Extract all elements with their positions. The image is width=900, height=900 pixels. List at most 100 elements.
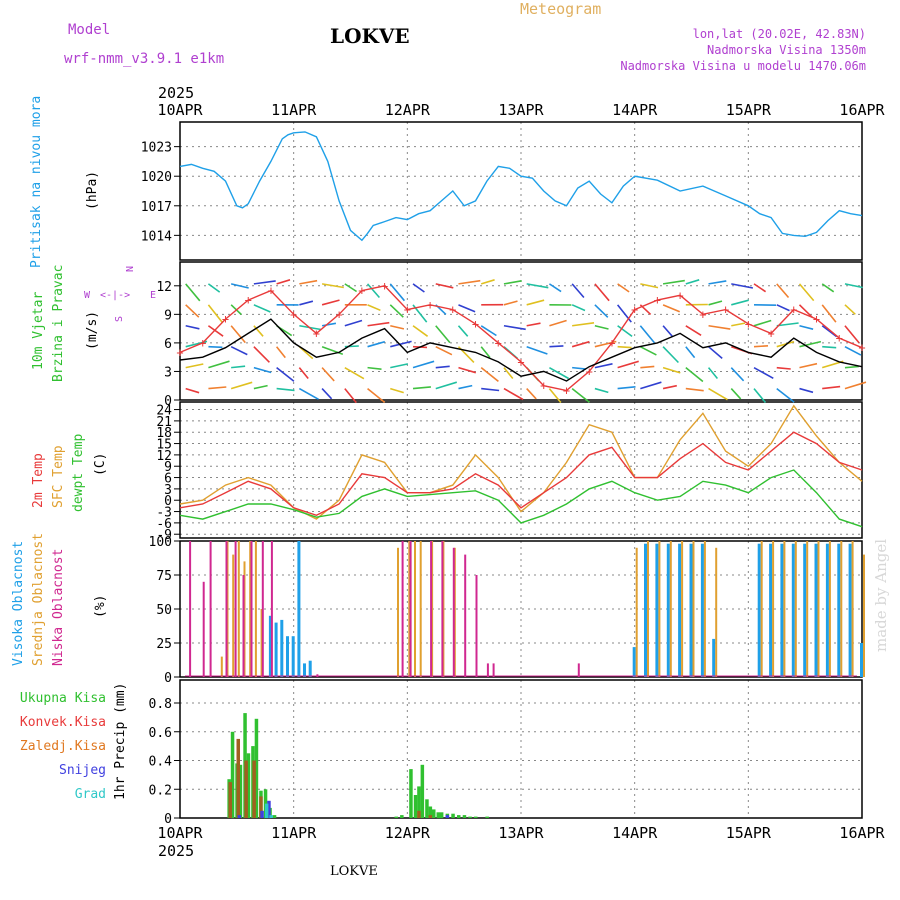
dewpt-temp-line xyxy=(179,469,863,528)
cloud-bar-high xyxy=(837,543,841,677)
precip-bar xyxy=(420,764,425,818)
y-tick-label: 3 xyxy=(164,365,172,380)
y-tick-label: 0.2 xyxy=(149,783,172,798)
wind-direction-arrow xyxy=(503,324,526,331)
precip-bar xyxy=(394,816,398,818)
precip-bar xyxy=(228,782,232,818)
model-name: wrf-nmm_v3.9.1 e1km xyxy=(64,51,224,67)
wind-direction-arrow xyxy=(594,363,613,369)
wind-direction-arrow xyxy=(822,345,837,349)
cloud-bar-low xyxy=(189,541,192,677)
precip-bar xyxy=(260,810,264,818)
wind-direction-arrow xyxy=(207,283,221,293)
wind-direction-arrow xyxy=(844,365,859,369)
wind-gust-marker: + xyxy=(267,284,274,298)
wind-direction-arrow xyxy=(207,304,223,323)
wind-direction-arrow xyxy=(526,322,541,327)
x-tick-label-bottom: 12APR xyxy=(385,824,431,842)
wind-gust-marker: + xyxy=(586,364,593,378)
y-tick-label: 1023 xyxy=(141,141,172,156)
wind-gust-marker: + xyxy=(176,345,183,359)
wind-gust-marker: + xyxy=(336,307,343,321)
cloud-bar-high xyxy=(757,543,761,677)
wind-direction-arrow xyxy=(571,304,586,312)
cloud-bar-mid xyxy=(397,547,399,677)
wind-direction-arrow xyxy=(798,304,813,318)
precip-bar xyxy=(457,815,461,818)
wind-direction-arrow xyxy=(435,381,458,390)
y-tick-label: 0 xyxy=(164,494,172,509)
cloud-bar-low xyxy=(430,541,433,677)
wind-direction-arrow xyxy=(253,304,271,313)
wind-gust-marker: + xyxy=(313,326,320,340)
altitude-label: Nadmorska Visina 1350m xyxy=(707,43,866,57)
wind-direction-arrow xyxy=(480,325,497,337)
wind-direction-arrow xyxy=(731,283,754,289)
wind-direction-arrow xyxy=(321,345,344,355)
y-tick-label: -3 xyxy=(156,506,172,521)
cloud-bar-mid xyxy=(715,547,718,677)
cloud-bar-high xyxy=(308,660,312,677)
cloud-bar-mid xyxy=(658,541,661,677)
wind-direction-arrow xyxy=(481,387,500,392)
y-tick-label: 1017 xyxy=(141,200,172,215)
wind-direction-arrow xyxy=(503,387,524,401)
wind-speed-line xyxy=(179,318,863,382)
wind-direction-arrow xyxy=(344,283,358,293)
compass-n: N xyxy=(123,266,134,272)
cloud-bar-mid xyxy=(254,541,257,677)
wind-gust-marker: + xyxy=(495,336,502,350)
wind-direction-arrow xyxy=(231,365,246,369)
cloud-bar-high xyxy=(848,543,852,677)
wind-direction-arrow xyxy=(253,366,272,374)
y-tick-label: 3 xyxy=(164,483,172,498)
wind-direction-arrow xyxy=(344,366,365,380)
y-tick-label: 21 xyxy=(156,415,172,430)
y-tick-label: 0.4 xyxy=(149,755,173,770)
wind-direction-arrow xyxy=(821,283,835,293)
cloud-ylabel-3: Niska Oblacnost xyxy=(51,549,66,666)
wind-direction-arrow xyxy=(390,387,404,394)
wind-gust-marker: + xyxy=(813,312,820,326)
cloud-bar-high xyxy=(825,543,829,677)
wind-direction-arrow xyxy=(367,304,381,312)
y-tick-label: 9 xyxy=(164,460,172,475)
wind-direction-arrow xyxy=(799,362,818,369)
precip-bar xyxy=(468,816,472,818)
temp-unit: (C) xyxy=(93,453,108,476)
wind-direction-arrow xyxy=(185,363,204,369)
cloud-bar-high xyxy=(286,636,289,677)
compass-e: E xyxy=(150,290,156,301)
wind-direction-arrow xyxy=(571,340,590,348)
wind-direction-arrow xyxy=(776,304,790,312)
wind-direction-arrow xyxy=(708,324,731,330)
wind-gust-marker: + xyxy=(222,312,229,326)
temp-ylabel-1: 2m Temp xyxy=(31,453,46,508)
wind-direction-arrow xyxy=(412,386,431,390)
wind-direction-arrow xyxy=(594,304,609,318)
x-tick-label-top: 16APR xyxy=(839,101,885,119)
wind-direction-arrow xyxy=(798,283,815,302)
y-tick-label: 0.6 xyxy=(149,726,172,741)
x-tick-label-top: 12APR xyxy=(385,101,431,119)
wind-direction-arrow xyxy=(366,283,381,299)
cloud-bar-mid xyxy=(828,541,831,677)
cloud-bar-mid xyxy=(635,547,638,677)
wind-direction-arrow xyxy=(230,381,253,390)
cloud-bar-low xyxy=(202,581,205,677)
wind-gust-marker: + xyxy=(677,288,684,302)
wind-direction-arrow xyxy=(435,365,450,369)
y-tick-label: 9 xyxy=(164,308,172,323)
cloud-bar-mid xyxy=(681,541,684,677)
cloud-bar-high xyxy=(678,543,682,677)
wind-direction-arrow xyxy=(730,388,742,400)
wind-direction-arrow xyxy=(662,384,677,390)
precip-bar xyxy=(445,815,450,818)
wind-direction-arrow xyxy=(594,324,609,330)
precip-bar xyxy=(252,760,256,818)
cloud-bar-mid xyxy=(817,541,820,677)
wind-direction-arrow xyxy=(640,283,659,289)
wind-gust-marker: + xyxy=(449,303,456,317)
y-tick-label: 1020 xyxy=(141,170,172,185)
wind-direction-arrow xyxy=(799,340,822,348)
